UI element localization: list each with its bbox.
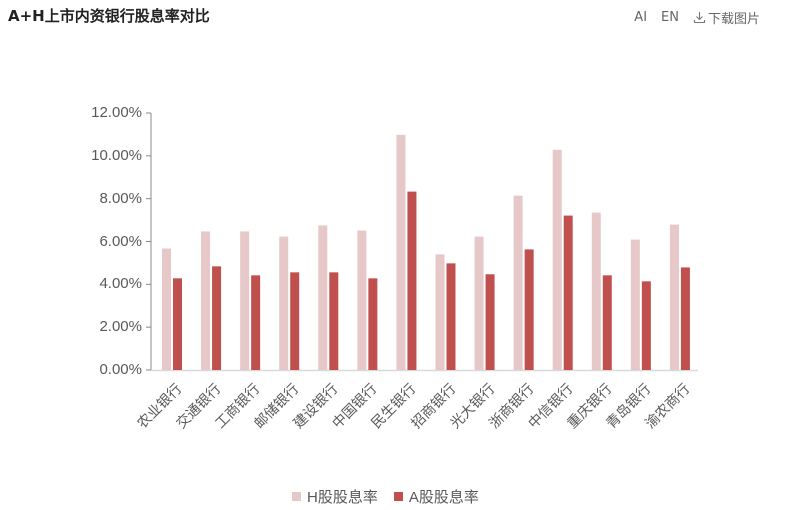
bar-h-share[interactable]	[318, 225, 328, 370]
bar-a-share[interactable]	[368, 278, 378, 370]
y-tick-label: 4.00%	[99, 275, 142, 293]
bar-a-share[interactable]	[602, 275, 612, 370]
legend-item-a-share[interactable]: A股股息率	[393, 486, 479, 507]
chart-title: A+H上市内资银行股息率对比	[8, 7, 210, 25]
bar-a-share[interactable]	[485, 274, 495, 370]
download-icon	[693, 12, 706, 24]
y-tick-label: 10.00%	[91, 146, 142, 164]
download-label: 下载图片	[707, 12, 760, 27]
y-tick-label: 8.00%	[99, 189, 142, 207]
bar-h-share[interactable]	[357, 230, 367, 370]
bar-h-share[interactable]	[591, 212, 601, 370]
legend-swatch-a-share	[393, 492, 403, 501]
chart-legend: H股股息率 A股股息率	[292, 486, 479, 507]
bar-h-share[interactable]	[513, 195, 523, 370]
bar-a-share[interactable]	[212, 266, 222, 370]
bar-h-share[interactable]	[240, 231, 250, 370]
language-toggle-button[interactable]: EN	[661, 10, 679, 25]
bar-a-share[interactable]	[641, 281, 651, 370]
bar-a-share[interactable]	[251, 275, 261, 370]
bar-a-share[interactable]	[524, 249, 534, 370]
toolbar: AI EN 下载图片	[634, 8, 760, 27]
legend-swatch-h-share	[292, 492, 301, 501]
bar-a-share[interactable]	[563, 215, 573, 370]
bar-a-share[interactable]	[680, 267, 690, 370]
bar-a-share[interactable]	[329, 272, 339, 370]
ai-button[interactable]: AI	[634, 10, 648, 25]
bar-h-share[interactable]	[279, 236, 289, 370]
bar-h-share[interactable]	[162, 248, 171, 370]
bar-h-share[interactable]	[201, 231, 211, 370]
download-image-button[interactable]: 下载图片	[693, 8, 760, 27]
y-tick-label: 2.00%	[99, 318, 142, 336]
bar-h-share[interactable]	[552, 149, 562, 370]
legend-item-h-share[interactable]: H股股息率	[292, 486, 378, 507]
y-tick-label: 12.00%	[91, 104, 142, 121]
bar-h-share[interactable]	[630, 239, 640, 370]
bar-a-share[interactable]	[173, 278, 182, 370]
bar-a-share[interactable]	[407, 191, 417, 370]
bar-a-share[interactable]	[446, 263, 456, 370]
bar-a-share[interactable]	[290, 272, 300, 370]
bar-h-share[interactable]	[474, 236, 484, 370]
legend-label-a-share: A股股息率	[408, 489, 479, 506]
bar-h-share[interactable]	[435, 254, 445, 370]
y-tick-label: 6.00%	[99, 232, 142, 250]
y-tick-label: 0.00%	[99, 361, 142, 378]
bar-h-share[interactable]	[396, 134, 406, 370]
legend-label-h-share: H股股息率	[307, 489, 378, 506]
bar-h-share[interactable]	[669, 224, 679, 370]
